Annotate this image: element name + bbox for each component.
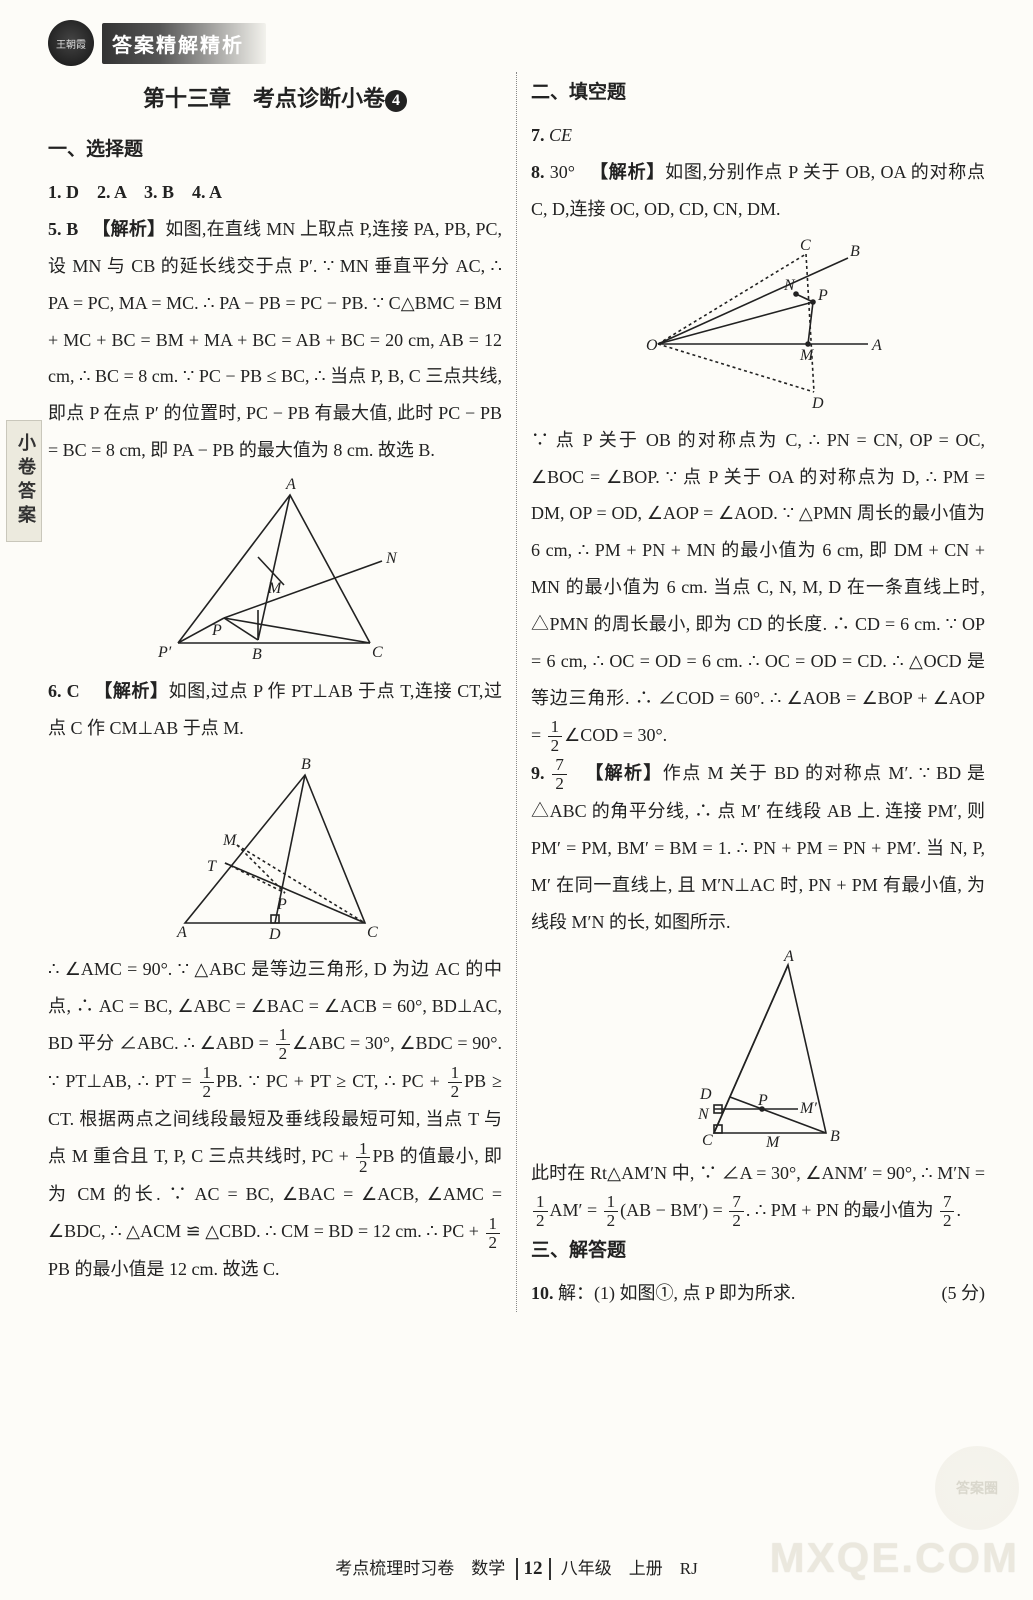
q7-ans: CE [549, 125, 572, 145]
lbl-N8: N [783, 277, 796, 294]
lbl-Pp: P′ [157, 644, 172, 661]
q8-label: 【解析】 [599, 162, 665, 182]
q9-label: 【解析】 [594, 763, 663, 783]
q10-text: 解：(1) 如图①, 点 P 即为所求. [558, 1283, 795, 1303]
q8-b2: ∠COD = 30°. [564, 725, 667, 745]
lbl-P8: P [817, 287, 828, 304]
q8-b1: ∵ 点 P 关于 OB 的对称点为 C, ∴ PN = CN, OP = OC,… [531, 430, 985, 745]
section-2-title: 二、填空题 [531, 74, 985, 113]
q10-num: 10. [531, 1283, 554, 1303]
lbl-A6: A [176, 924, 187, 941]
lbl-B9: B [830, 1128, 840, 1145]
q7-num: 7. [531, 125, 545, 145]
watermark-badge: 答案圈 [935, 1446, 1019, 1530]
lbl-C8: C [800, 237, 811, 254]
q6-diagram: A B C D M P T [145, 753, 405, 943]
lbl-C6: C [367, 924, 378, 941]
lbl-N9: N [697, 1106, 710, 1123]
lbl-B6: B [301, 756, 311, 773]
lbl-T6: T [207, 858, 217, 875]
q5-num: 5. [48, 219, 62, 239]
q8-ans: 30° [550, 162, 575, 182]
q7: 7. CE [531, 117, 985, 154]
q9-t5: . [956, 1200, 961, 1220]
q6-label: 【解析】 [103, 681, 168, 701]
q9-tail: 此时在 Rt△AM′N 中, ∵ ∠A = 30°, ∠ANM′ = 90°, … [531, 1155, 985, 1230]
footer: 考点梳理时习卷 数学 12 八年级 上册 RJ [0, 1554, 1033, 1580]
q9-t1: 此时在 Rt△AM′N 中, ∵ ∠A = 30°, ∠ANM′ = 90°, … [531, 1163, 985, 1183]
lbl-M6: M [222, 832, 238, 849]
section-3-title: 三、解答题 [531, 1232, 985, 1271]
q9-num: 9. [531, 763, 545, 783]
chapter-badge: 4 [385, 90, 407, 112]
lbl-P9: P [757, 1092, 768, 1109]
lbl-Mp9: M′ [799, 1100, 817, 1117]
footer-right: 八年级 上册 RJ [561, 1559, 698, 1578]
q9-diagram: A B C D M M′ N P [658, 947, 858, 1147]
lbl-N: N [385, 550, 398, 567]
side-tab: 小卷答案 [6, 420, 42, 542]
lbl-C: C [372, 644, 383, 661]
q9-t3: (AB − BM′) = [620, 1200, 727, 1220]
q8-intro: 8. 30° 【解析】如图,分别作点 P 关于 OB, OA 的对称点 C, D… [531, 154, 985, 228]
header-emblem: 王朝霞 [48, 20, 94, 66]
q5-text: 如图,在直线 MN 上取点 P,连接 PA, PB, PC,设 MN 与 CB … [48, 219, 502, 460]
lbl-P6: P [276, 896, 287, 913]
left-column: 第十三章 考点诊断小卷4 一、选择题 1. D 2. A 3. B 4. A 5… [48, 72, 502, 1312]
footer-page: 12 [516, 1558, 551, 1580]
q10: 10. 解：(1) 如图①, 点 P 即为所求. (5 分) [531, 1275, 985, 1312]
q5-label: 【解析】 [101, 219, 165, 239]
q5-letter: B [66, 219, 78, 239]
q9-intro: 9. 72 【解析】作点 M 关于 BD 的对称点 M′. ∵ BD 是 △AB… [531, 755, 985, 941]
q6-letter: C [67, 681, 80, 701]
lbl-C9: C [702, 1132, 713, 1147]
q5: 5. B 【解析】如图,在直线 MN 上取点 P,连接 PA, PB, PC,设… [48, 211, 502, 469]
lbl-A9: A [783, 948, 794, 965]
lbl-M9: M [765, 1134, 781, 1147]
section-1-title: 一、选择题 [48, 131, 502, 170]
lbl-A8: A [871, 337, 882, 354]
lbl-D6: D [268, 926, 281, 943]
q9-t2: AM′ = [550, 1200, 602, 1220]
q10-score: (5 分) [942, 1275, 986, 1312]
chapter-title: 第十三章 考点诊断小卷4 [48, 76, 502, 121]
q8-body: ∵ 点 P 关于 OB 的对称点为 C, ∴ PN = CN, OP = OC,… [531, 422, 985, 755]
q6-num: 6. [48, 681, 62, 701]
q6-body: ∴ ∠AMC = 90°. ∵ △ABC 是等边三角形, D 为边 AC 的中点… [48, 951, 502, 1288]
lbl-O8: O [646, 337, 658, 354]
q8-diagram: O A B C D M N P [628, 234, 888, 414]
q5-diagram: A B C M N P P′ [140, 475, 410, 665]
lbl-M8: M [799, 347, 815, 364]
footer-left: 考点梳理时习卷 数学 [335, 1559, 505, 1578]
column-divider [516, 72, 517, 1312]
q6-b6: PB 的最小值是 12 cm. 故选 C. [48, 1259, 280, 1279]
q6-intro: 6. C 【解析】如图,过点 P 作 PT⊥AB 于点 T,连接 CT,过点 C… [48, 673, 502, 747]
lbl-B: B [252, 646, 262, 663]
lbl-P: P [211, 622, 222, 639]
answers-1-4: 1. D 2. A 3. B 4. A [48, 174, 502, 211]
header-band: 王朝霞 答案精解精析 [48, 20, 985, 66]
right-column: 二、填空题 7. CE 8. 30° 【解析】如图,分别作点 P 关于 OB, … [531, 72, 985, 1312]
q9-t4: . ∴ PM + PN 的最小值为 [746, 1200, 938, 1220]
lbl-B8: B [850, 243, 860, 260]
q6-b3: PB. ∵ PC + PT ≥ CT, ∴ PC + [216, 1071, 446, 1091]
chapter-title-text: 第十三章 考点诊断小卷 [143, 86, 385, 111]
lbl-A: A [285, 476, 296, 493]
q9-intro-text: 作点 M 关于 BD 的对称点 M′. ∵ BD 是 △ABC 的角平分线, ∴… [531, 763, 985, 932]
lbl-M: M [267, 580, 283, 597]
q8-num: 8. [531, 162, 545, 182]
lbl-D9: D [699, 1086, 712, 1103]
header-title: 答案精解精析 [102, 23, 266, 64]
lbl-D8: D [811, 395, 824, 412]
